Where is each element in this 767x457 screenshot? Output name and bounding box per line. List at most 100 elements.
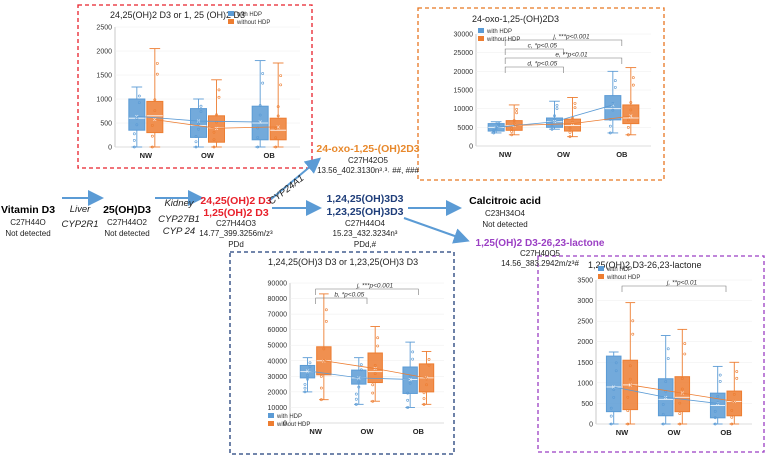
data-point <box>194 135 198 138</box>
legend-swatch <box>228 19 234 24</box>
y-tick-label: 60000 <box>268 327 288 334</box>
data-point <box>373 372 377 375</box>
data-point <box>716 401 720 405</box>
y-tick-label: 10000 <box>268 405 288 412</box>
data-point <box>492 130 496 134</box>
data-point <box>683 352 687 356</box>
data-point <box>664 380 668 383</box>
data-point <box>406 391 410 395</box>
significance-bracket <box>315 288 419 295</box>
node-124-formula: C27H44O4 <box>345 219 386 228</box>
significance-label: e, **p<0.01 <box>555 52 588 59</box>
data-point <box>611 101 615 105</box>
y-tick-label: 50000 <box>268 343 288 350</box>
mean-marker: × <box>424 375 428 382</box>
mean-line <box>323 360 427 379</box>
data-point <box>718 373 722 377</box>
data-point <box>612 395 616 399</box>
legend-swatch <box>598 266 604 271</box>
data-point <box>324 308 328 312</box>
node-2425-name1: 24,25(OH)2 D3 <box>200 195 271 207</box>
data-point <box>512 122 516 126</box>
data-point <box>371 391 375 395</box>
data-point <box>357 385 361 389</box>
node-124-pd: PDd,# <box>354 240 377 249</box>
data-point <box>678 412 682 415</box>
x-category-label: OW <box>557 150 571 159</box>
data-point <box>155 72 159 76</box>
data-point <box>573 101 577 105</box>
y-tick-label: 2000 <box>577 339 593 346</box>
node-2425-formula: C27H44O3 <box>216 219 257 228</box>
data-point <box>666 347 670 351</box>
data-point <box>425 383 428 387</box>
data-point <box>550 127 554 131</box>
significance-bracket <box>504 66 564 73</box>
label-liver: Liver <box>70 204 91 215</box>
label-cyp24: CYP 24 <box>163 226 195 237</box>
data-point <box>306 377 309 381</box>
x-category-label: OB <box>720 428 732 437</box>
data-point <box>258 104 262 107</box>
node-124-name1: 1,24,25(OH)3D3 <box>326 193 403 205</box>
label-cyp27b1: CYP27B1 <box>158 214 200 225</box>
y-tick-label: 1000 <box>96 97 112 104</box>
data-point <box>427 357 431 361</box>
y-tick-label: 20000 <box>454 69 474 76</box>
data-point <box>150 123 154 127</box>
node-oxo: 24-oxo-1,25-(OH)2D3 <box>316 143 419 155</box>
data-point <box>261 81 265 85</box>
legend-swatch <box>228 11 234 16</box>
data-point <box>354 402 358 406</box>
data-point <box>492 129 496 132</box>
data-point <box>515 111 519 115</box>
y-tick-label: 3000 <box>577 298 593 305</box>
x-category-label: OW <box>361 427 375 436</box>
x-category-label: NW <box>616 428 629 437</box>
panel-border-1-24-25 <box>229 251 455 455</box>
legend-label: with HDP <box>606 267 632 273</box>
data-point <box>199 104 203 108</box>
data-point <box>319 374 323 378</box>
data-point <box>628 377 632 381</box>
data-point <box>135 116 139 120</box>
y-tick-label: 40000 <box>268 358 288 365</box>
data-point <box>614 361 618 365</box>
data-point <box>276 114 280 118</box>
y-tick-label: 2000 <box>96 49 112 56</box>
data-point <box>666 357 670 360</box>
node-124-name2: 1,23,25(OH)3D3 <box>326 206 403 218</box>
data-point <box>150 134 154 138</box>
legend-swatch <box>268 421 274 426</box>
legend-label: without HDP <box>276 422 310 428</box>
legend-label: with HDP <box>486 29 512 35</box>
significance-bracket <box>504 57 623 64</box>
data-point <box>608 124 612 128</box>
significance-label: j, ***p<0.001 <box>552 34 590 41</box>
box <box>128 98 146 131</box>
y-tick-label: 70000 <box>268 312 288 319</box>
data-point <box>626 409 630 413</box>
mean-marker: × <box>153 117 157 124</box>
node-lactone: 1,25(OH)2 D3-26,23-lactone <box>476 238 605 249</box>
y-tick-label: 0 <box>283 421 287 428</box>
node-oxo-formula: C27H42O5 <box>348 156 389 165</box>
data-point <box>371 383 375 387</box>
mean-marker: × <box>214 126 218 133</box>
data-point <box>661 403 665 406</box>
mean-marker: × <box>408 377 412 384</box>
data-point <box>308 365 312 368</box>
data-point <box>303 390 307 394</box>
y-tick-label: 1000 <box>577 380 593 387</box>
data-point <box>422 397 426 400</box>
chart-title: 24-oxo-1,25-(OH)2D3 <box>472 14 559 24</box>
chart-title: 1,25(OH)2 D3-26,23-lactone <box>588 260 702 270</box>
x-category-label: OB <box>264 151 276 160</box>
node-calcitroic-formula: C23H34O4 <box>485 209 526 218</box>
data-point <box>568 135 572 139</box>
data-point <box>408 381 412 385</box>
mean-marker: × <box>716 401 720 408</box>
mean-marker: × <box>628 382 632 389</box>
data-point <box>732 392 736 396</box>
arrow-124-lactone <box>403 217 470 244</box>
